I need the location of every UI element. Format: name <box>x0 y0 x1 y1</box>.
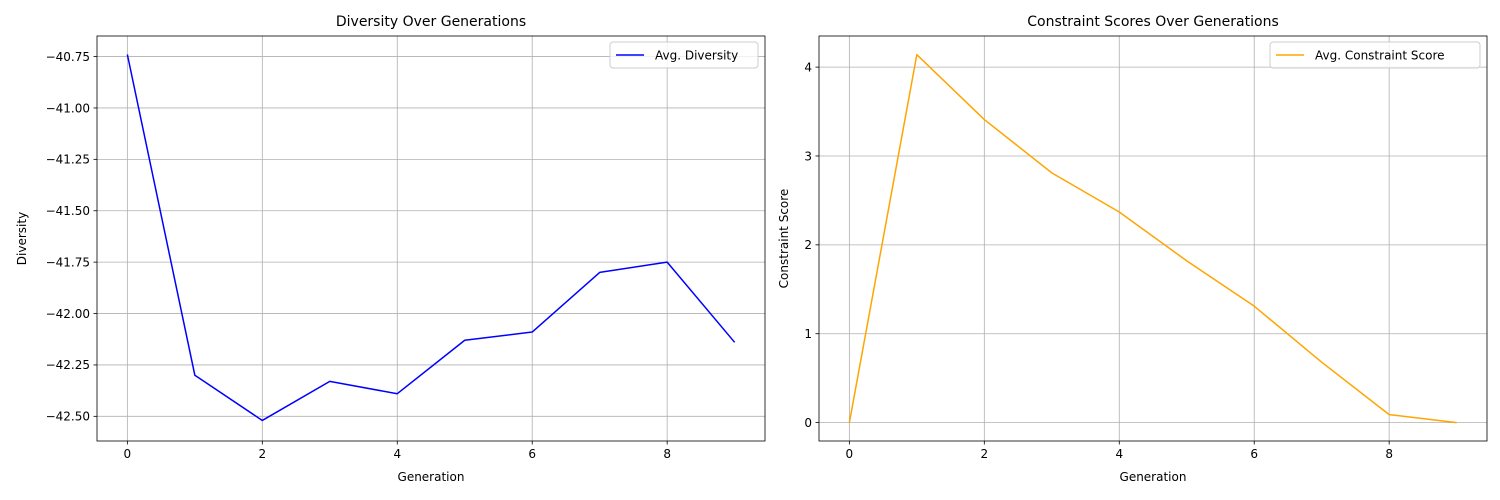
chart2-axes-frame <box>818 35 1488 442</box>
chart1-y-tick-label: −41.00 <box>46 101 90 115</box>
chart1-y-tick-label: −41.25 <box>46 153 90 167</box>
chart1-x-axis-label: Generation <box>398 470 465 484</box>
chart1-y-tick-label: −41.50 <box>46 204 90 218</box>
chart2-x-tick-label: 6 <box>1250 447 1258 461</box>
chart1-legend-label: Avg. Diversity <box>655 48 738 62</box>
chart1-y-tick-label: −41.75 <box>46 255 90 269</box>
chart2-x-tick-label: 0 <box>846 447 854 461</box>
chart2-x-tick-label: 2 <box>980 447 988 461</box>
chart2-group: 0 2 4 6 8 0 1 2 3 4 Constraint Scores Over Generat… <box>777 14 1488 484</box>
chart1-x-tick-label: 2 <box>258 447 266 461</box>
chart1-legend-frame <box>609 41 759 69</box>
chart2-y-tick-label: 3 <box>804 149 812 163</box>
chart2-y-tick-label: 1 <box>804 327 812 341</box>
chart2-legend: Avg. Constraint Score <box>1269 41 1481 69</box>
chart1-legend: Avg. Diversity <box>609 41 759 69</box>
chart2-y-tick-label: 0 <box>804 416 812 430</box>
chart1-x-tick-label: 4 <box>393 447 401 461</box>
chart1-y-tick-label: −42.50 <box>46 410 90 424</box>
chart1-y-tick-label: −42.00 <box>46 307 90 321</box>
chart2-title: Constraint Scores Over Generations <box>1027 14 1279 30</box>
chart2-x-tick-label: 4 <box>1115 447 1123 461</box>
chart1-x-tick-label: 6 <box>528 447 536 461</box>
chart1-axes-frame <box>96 35 766 442</box>
chart2-legend-label: Avg. Constraint Score <box>1315 48 1445 62</box>
chart1-x-tick-label: 0 <box>124 447 132 461</box>
chart2-x-axis-label: Generation <box>1120 470 1187 484</box>
chart1-y-tick-label: −42.25 <box>46 358 90 372</box>
chart2-series-line <box>848 53 1457 424</box>
chart2-x-tick-label: 8 <box>1385 447 1393 461</box>
chart1-title: Diversity Over Generations <box>336 14 526 30</box>
chart2-legend-frame <box>1269 41 1481 69</box>
chart1-x-tick-label: 8 <box>663 447 671 461</box>
chart2-y-tick-label: 4 <box>804 60 812 74</box>
chart1-y-tick-label: −40.75 <box>46 50 90 64</box>
chart2-y-axis-label: Constraint Score <box>777 189 791 289</box>
chart1-y-axis-label: Diversity <box>15 212 29 265</box>
chart1-series-line <box>126 54 736 422</box>
chart2-y-tick-label: 2 <box>804 238 812 252</box>
chart1-group: 0 2 4 6 8 −42.50 −42.25 −42.00 −41.75 −41.50 −41.2… <box>15 14 766 484</box>
